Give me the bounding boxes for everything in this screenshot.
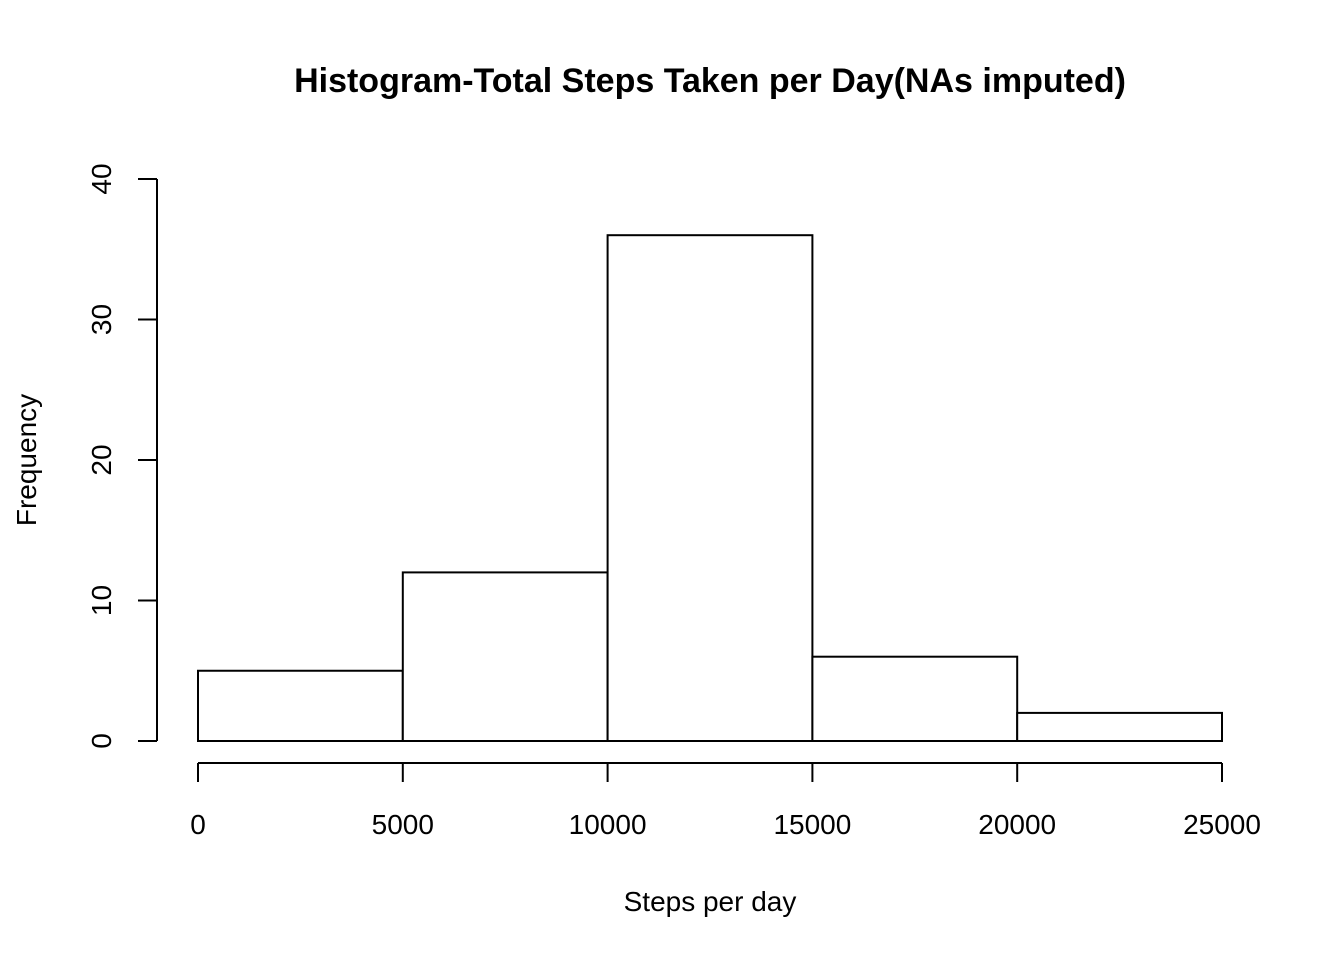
- x-tick-label: 10000: [569, 809, 647, 840]
- x-tick-label: 25000: [1183, 809, 1261, 840]
- x-tick-label: 5000: [372, 809, 434, 840]
- y-axis-label: Frequency: [11, 394, 42, 526]
- histogram-bar-0: [197, 669, 404, 742]
- x-tick-label: 15000: [773, 809, 851, 840]
- x-tick-label: 20000: [978, 809, 1056, 840]
- x-tick-label: 0: [190, 809, 206, 840]
- x-axis-ticks: 0 5000 10000 15000 20000 25000: [190, 763, 1261, 840]
- y-tick-label: 30: [86, 304, 117, 335]
- x-axis-label: Steps per day: [624, 886, 797, 917]
- y-tick-label: 40: [86, 163, 117, 194]
- histogram-bar-2: [606, 234, 814, 742]
- histogram-bar-4: [1016, 711, 1224, 743]
- histogram-bar-1: [401, 571, 609, 743]
- chart-title: Histogram-Total Steps Taken per Day(NAs …: [294, 62, 1126, 100]
- y-tick-label: 20: [86, 444, 117, 475]
- y-axis-ticks: 0 10 20 30 40: [86, 163, 157, 749]
- bars-group: [197, 234, 1224, 743]
- y-tick-label: 10: [86, 585, 117, 616]
- y-tick-label: 0: [86, 733, 117, 749]
- histogram-bar-3: [811, 655, 1019, 743]
